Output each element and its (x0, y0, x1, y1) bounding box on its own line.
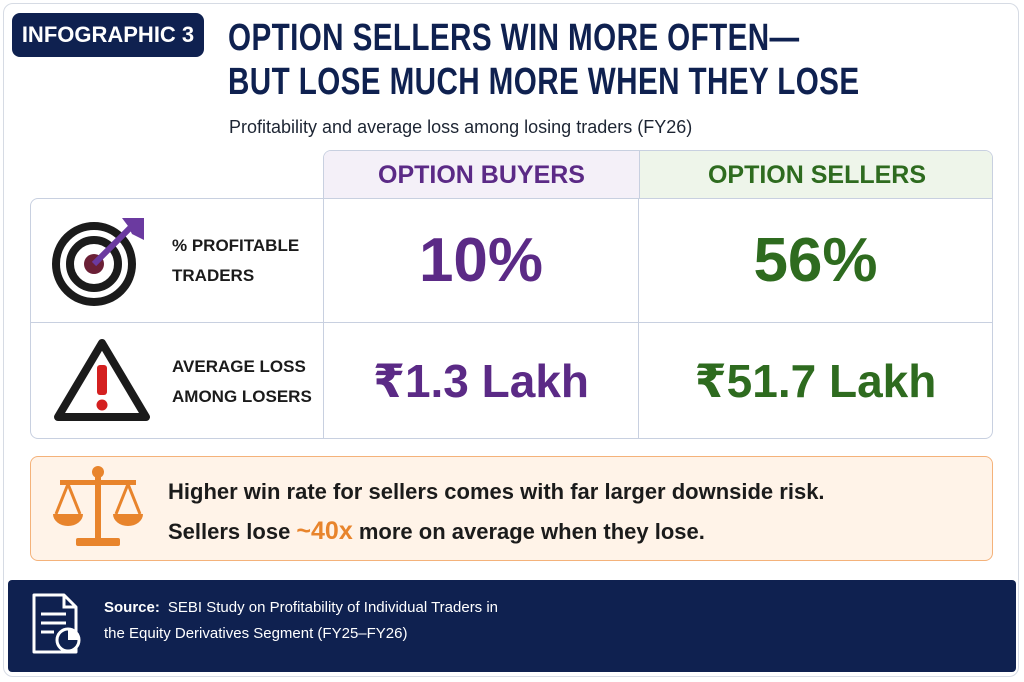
divider (638, 199, 639, 438)
title-line: OPTION SELLERS WIN MORE OFTEN— (228, 17, 800, 59)
callout (30, 456, 993, 561)
table-body: 10% 56% ₹1.3 Lakh ₹51.7 Lakh (30, 198, 993, 439)
value-cell: 56% (753, 226, 878, 295)
divider (323, 199, 324, 438)
document-icon (32, 593, 81, 654)
frame (3, 3, 1019, 677)
divider (31, 322, 992, 323)
callout-text: Higher win rate for sellers comes with f… (168, 479, 825, 504)
value-cell: ₹51.7 Lakh (694, 354, 937, 407)
column-header: OPTION BUYERS (324, 151, 639, 198)
badge: INFOGRAPHIC 3 (12, 13, 204, 57)
target-icon (52, 218, 144, 306)
warning-icon (54, 339, 150, 421)
table-header: OPTION BUYERS OPTION SELLERS (323, 150, 993, 198)
value-cell: ₹1.3 Lakh (372, 354, 590, 407)
row-label: TRADERS (172, 266, 255, 285)
callout-text: more on average when they lose. (352, 519, 705, 544)
source-text: the Equity Derivatives Segment (FY25–FY2… (104, 625, 408, 642)
row-label: AVERAGE LOSS (172, 357, 306, 376)
source-line: Source: SEBI Study on Profitability of In… (104, 599, 498, 616)
subtitle: Profitability and average loss among los… (229, 117, 693, 137)
highlight: ~40x (296, 517, 353, 545)
footer (8, 580, 1016, 672)
scale-icon (53, 466, 143, 546)
callout-text: Sellers lose (168, 519, 297, 544)
value-cell: 10% (418, 226, 544, 295)
column-header: OPTION SELLERS (639, 151, 992, 198)
callout-text: Sellers lose ~40x more on average when t… (168, 517, 705, 546)
source-label: Source: (104, 599, 160, 616)
source-text: SEBI Study on Profitability of Individua… (167, 599, 499, 616)
row-label: % PROFITABLE (172, 236, 300, 255)
row-label: AMONG LOSERS (172, 387, 312, 406)
title-line: BUT LOSE MUCH MORE WHEN THEY LOSE (228, 61, 860, 103)
